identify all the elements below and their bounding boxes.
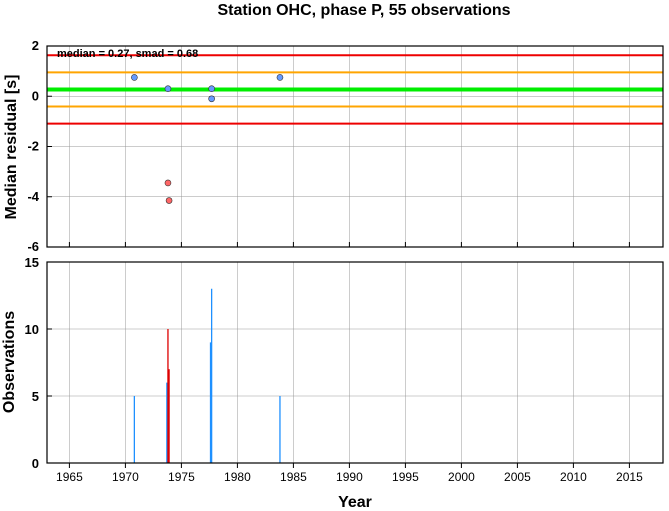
residual-reference-lines [47, 54, 663, 125]
residual-y-ticks: 2 0 -2 -4 -6 [27, 38, 52, 254]
observations-ytick-label: 0 [32, 456, 39, 471]
residual-point-blue [276, 74, 284, 81]
observations-x-axis-label: Year [338, 494, 372, 511]
residual-points [131, 74, 284, 204]
observations-xtick-label: 1985 [280, 470, 307, 484]
observations-xtick-label: 1995 [392, 470, 419, 484]
residual-ytick-label: -4 [27, 189, 39, 204]
observations-ytick-label: 10 [25, 322, 39, 337]
observations-xtick-label: 1990 [336, 470, 363, 484]
residual-grid [47, 45, 663, 248]
observations-y-ticks: 15 10 5 0 [25, 255, 52, 471]
observations-bars [133, 288, 281, 463]
residual-annotation: median = 0.27, smad = 0.68 [57, 48, 198, 60]
observations-frame [46, 261, 664, 464]
residual-ytick-label: 0 [32, 88, 39, 103]
residual-point-blue [208, 95, 215, 103]
residual-ytick-label: -2 [27, 139, 39, 154]
observations-xtick-label: 1980 [224, 470, 251, 484]
residual-ytick-label: -6 [27, 239, 39, 254]
observations-xtick-label: 2005 [504, 470, 531, 484]
observations-xtick-label: 2015 [616, 470, 643, 484]
chart-title: Station OHC, phase P, 55 observations [217, 2, 510, 19]
observations-x-ticks: 1965 1970 1975 1980 1985 1990 1995 2000 2005 2010… [56, 463, 643, 484]
residual-point-red [164, 179, 172, 187]
observations-xtick-label: 2010 [560, 470, 587, 484]
residual-frame [46, 45, 664, 248]
observations-grid [47, 261, 663, 464]
observations-ytick-label: 5 [32, 389, 39, 404]
observations-xtick-label: 1965 [56, 470, 83, 484]
residual-point-blue [208, 85, 215, 93]
observations-xtick-label: 2000 [448, 470, 475, 484]
residual-panel: 2 0 -2 -4 -6 median = 0.27, smad = 0.68 Medi… [3, 38, 664, 254]
observations-xtick-label: 1970 [112, 470, 139, 484]
observations-ytick-label: 15 [25, 255, 39, 270]
residual-ytick-label: 2 [32, 38, 39, 53]
observations-xtick-label: 1975 [168, 470, 195, 484]
observations-panel: 15 10 5 0 1965 1970 1975 1980 1985 1990 1995 2000 2… [1, 255, 664, 511]
residual-point-red [165, 197, 173, 204]
observations-y-axis-label: Observations [1, 311, 18, 413]
residual-point-blue [131, 74, 138, 81]
residual-point-blue [164, 85, 172, 93]
residual-y-axis-label: Median residual [s] [3, 75, 20, 220]
